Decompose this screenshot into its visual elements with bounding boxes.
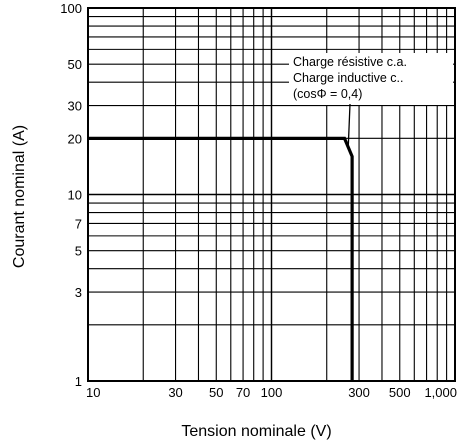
y-axis-title: Courant nominal (A) xyxy=(11,125,28,268)
x-tick-label: 50 xyxy=(209,385,223,400)
y-tick-label: 5 xyxy=(75,244,82,259)
x-tick-label: 30 xyxy=(168,385,182,400)
y-tick-label: 10 xyxy=(68,188,82,203)
series-layer xyxy=(88,136,354,381)
y-tick-label: 100 xyxy=(60,1,82,16)
x-tick-label: 1,000 xyxy=(424,385,457,400)
x-tick-label: 300 xyxy=(348,385,370,400)
y-tick-label: 7 xyxy=(75,216,82,231)
annotation-background xyxy=(289,53,453,105)
annotation-leader-line xyxy=(347,103,351,147)
annotation-line-3: (cosΦ = 0,4) xyxy=(293,87,362,101)
plot-frame xyxy=(87,7,456,382)
x-tick-label: 10 xyxy=(86,385,100,400)
y-tick-labels: 1 3 5 7 10 20 30 50 100 xyxy=(60,1,82,389)
y-tick-label: 20 xyxy=(68,131,82,146)
y-tick-label: 30 xyxy=(68,99,82,114)
x-tick-labels: 10 30 50 70 100 300 500 1,000 xyxy=(86,385,457,400)
y-tick-label: 3 xyxy=(75,285,82,300)
series-line xyxy=(88,136,354,381)
y-tick-label: 1 xyxy=(75,374,82,389)
annotation: Charge résistive c.a. Charge inductive c… xyxy=(289,53,453,147)
x-axis-title: Tension nominale (V) xyxy=(181,423,331,440)
x-tick-label: 500 xyxy=(389,385,411,400)
x-tick-label: 70 xyxy=(236,385,250,400)
x-tick-label: 100 xyxy=(261,385,283,400)
annotation-line-2: Charge inductive c.. xyxy=(293,71,403,85)
y-tick-label: 50 xyxy=(68,57,82,72)
annotation-line-1: Charge résistive c.a. xyxy=(293,55,407,69)
